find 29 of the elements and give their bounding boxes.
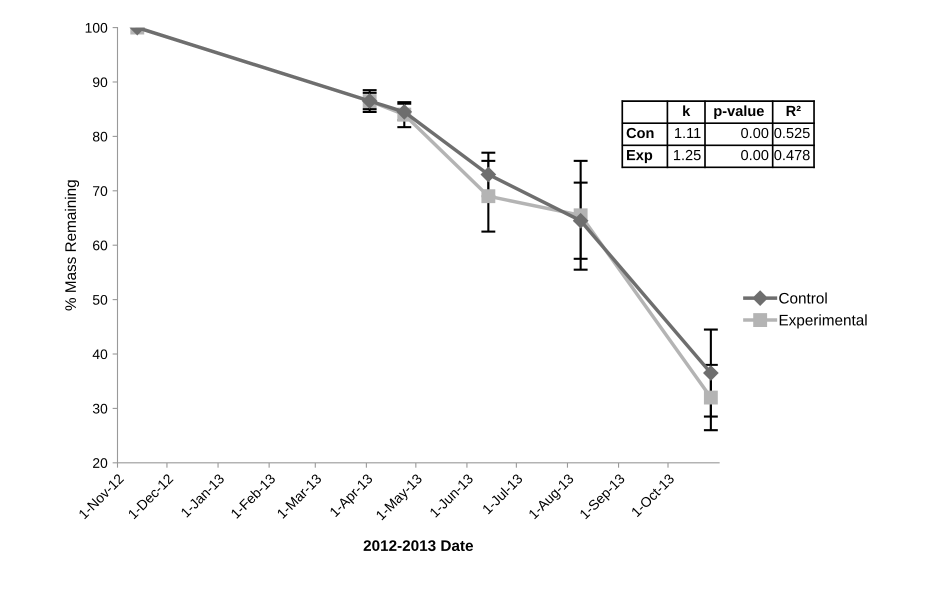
text: 0.525 xyxy=(774,128,810,138)
annotation: 1.11 xyxy=(675,128,701,138)
y-tick-label: 90 xyxy=(92,77,108,88)
text: 0.00 xyxy=(741,128,768,138)
legend-label: Experimental xyxy=(780,314,867,329)
y-tick-label: 50 xyxy=(92,294,108,305)
text: R² xyxy=(786,106,801,116)
y-tick-label: 60 xyxy=(93,240,108,250)
x-axis-title: 2012-2013 Date xyxy=(364,540,473,552)
annotation: Con xyxy=(626,128,654,138)
y-axis-title: % Mass Remaining xyxy=(64,180,80,310)
annotation: Exp xyxy=(627,150,652,164)
y-tick-label: 80 xyxy=(92,132,108,142)
legend-label: Control xyxy=(779,292,827,304)
y-tick-label: 100 xyxy=(86,22,108,33)
point xyxy=(481,189,496,204)
point xyxy=(703,365,718,381)
point xyxy=(704,390,718,404)
y-tick-label: 20 xyxy=(93,458,108,468)
annotation: k xyxy=(683,105,690,116)
annotation: p-value xyxy=(714,105,764,119)
y-tick-label: 40 xyxy=(92,349,108,360)
y-tick-label: 70 xyxy=(93,186,108,196)
y-tick-label: 30 xyxy=(92,404,108,414)
text: 0.478 xyxy=(774,150,810,160)
text: 0.00 xyxy=(741,150,768,160)
point xyxy=(573,213,588,228)
annotation: 1.25 xyxy=(674,150,701,160)
point xyxy=(480,166,496,182)
